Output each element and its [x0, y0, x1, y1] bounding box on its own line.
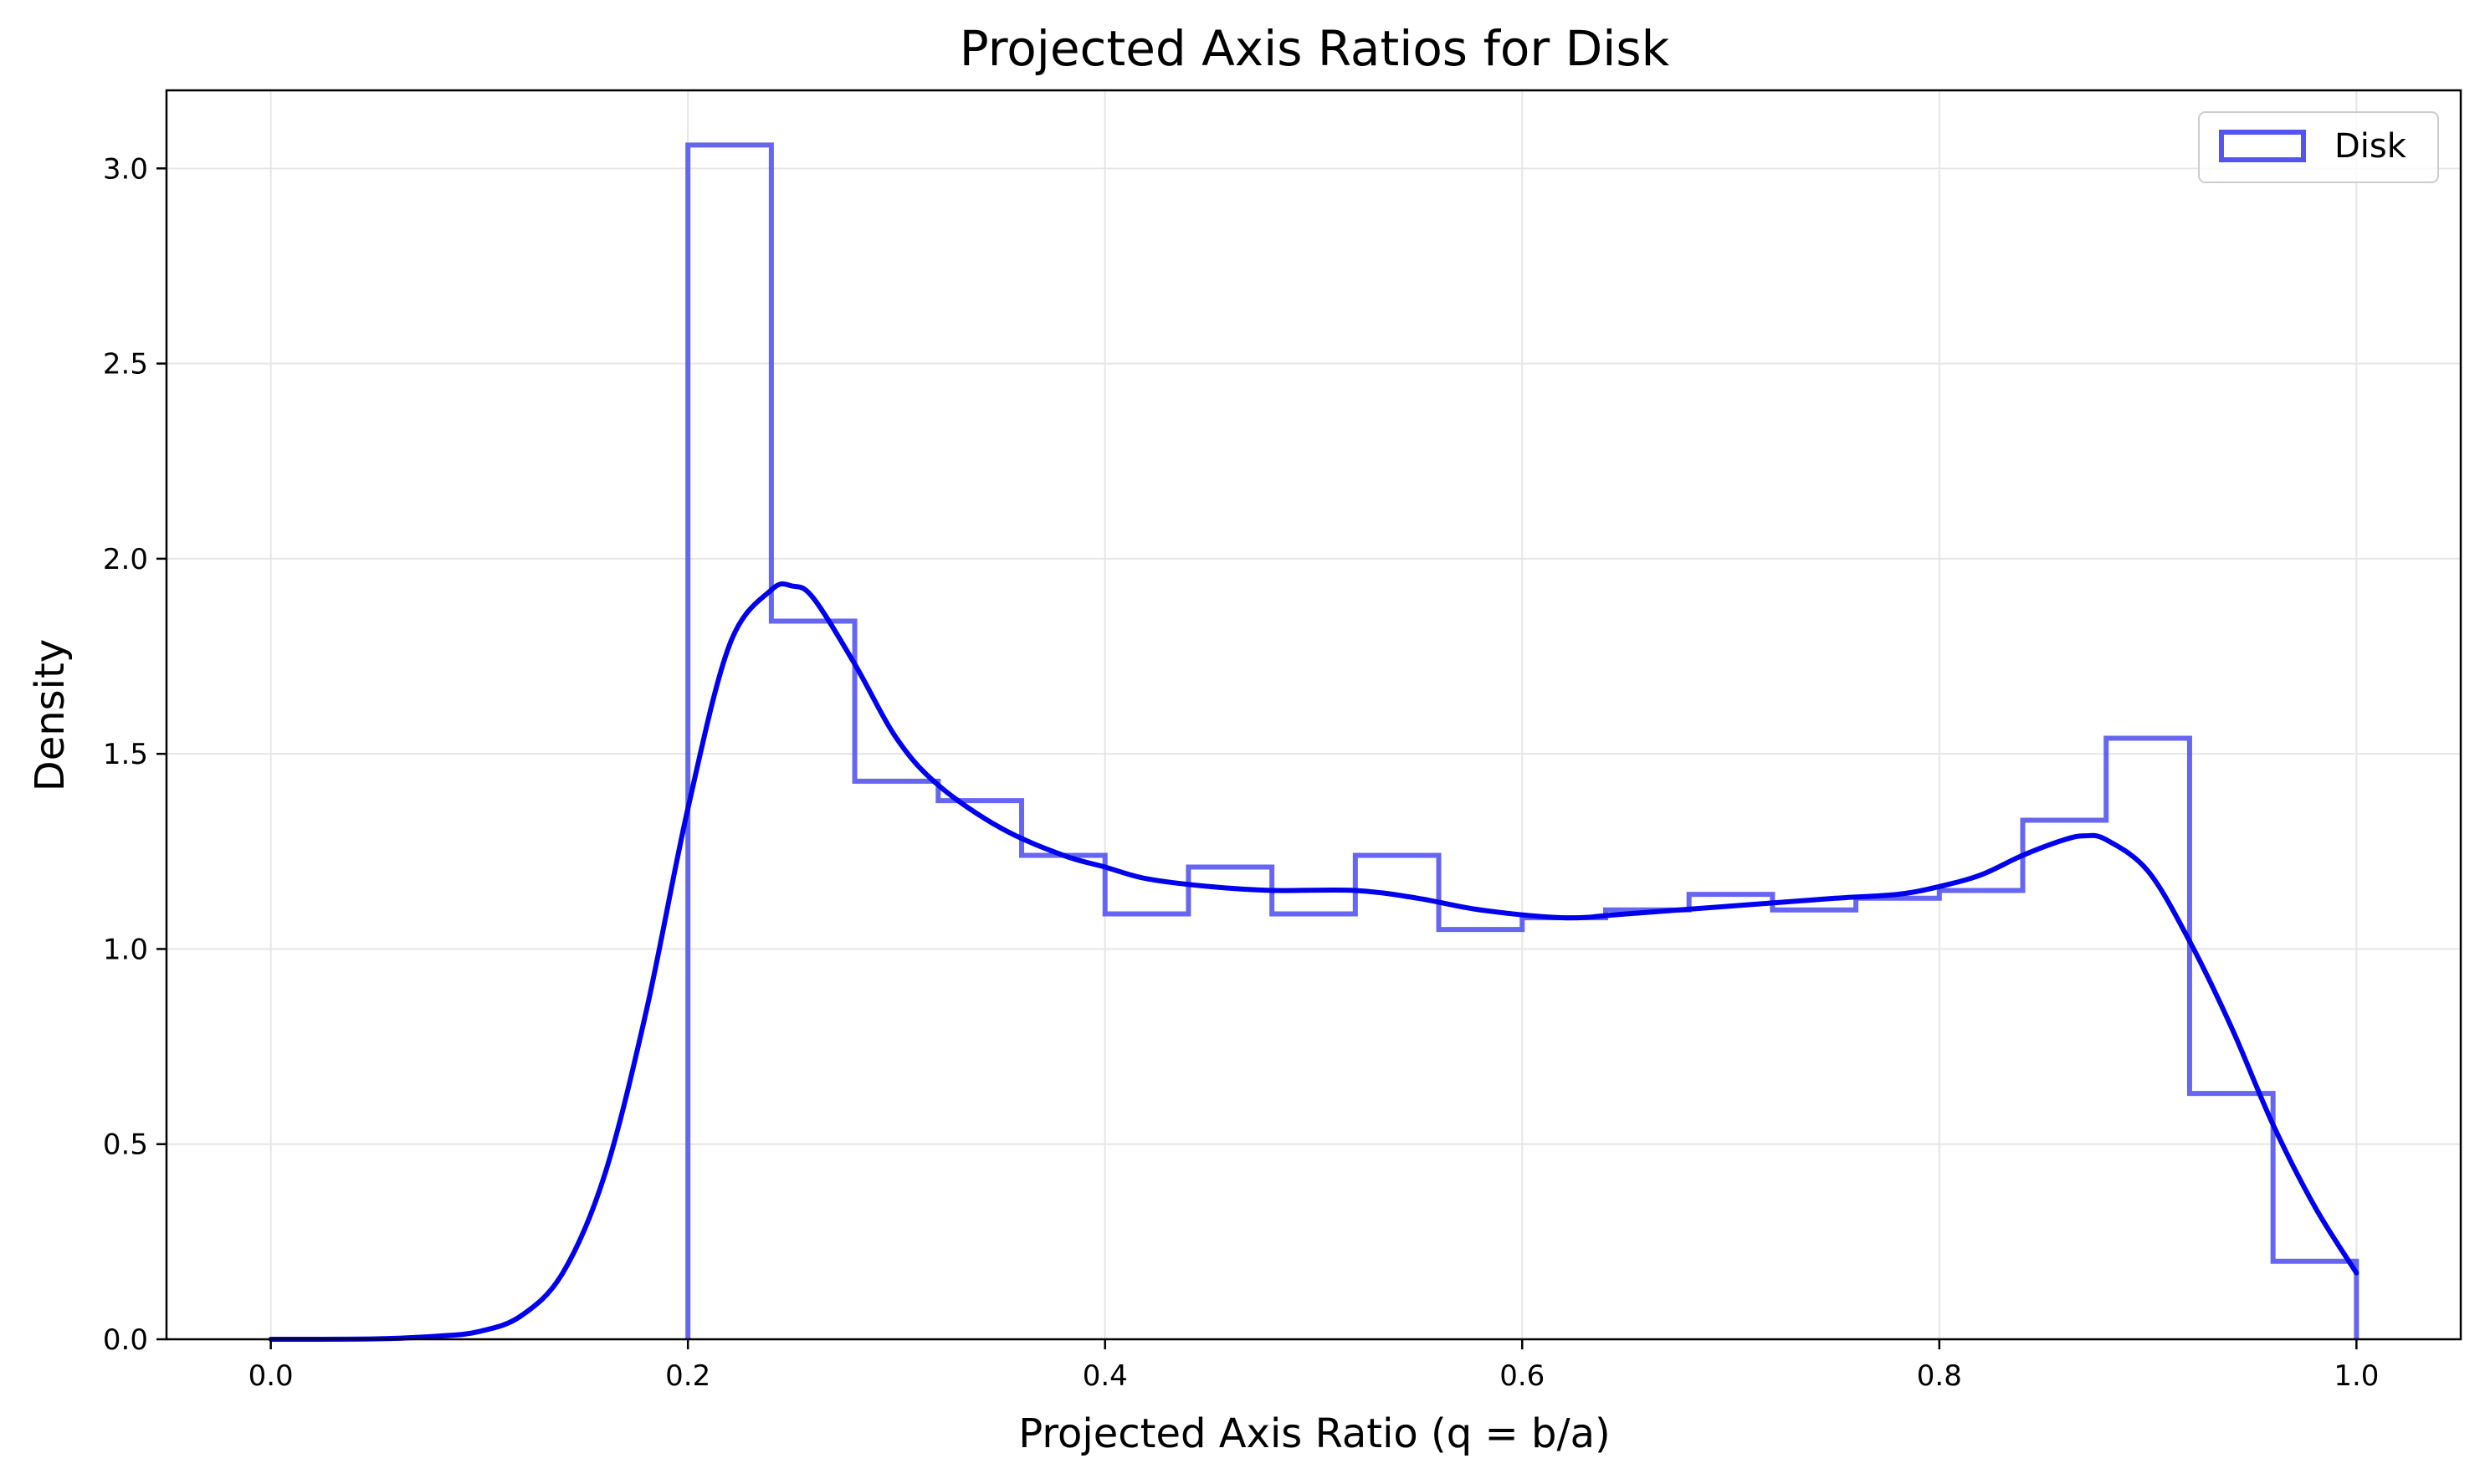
y-tick-label: 3.0	[103, 152, 148, 186]
histogram-bar	[1856, 898, 1939, 1339]
x-tick-label: 0.6	[1499, 1359, 1545, 1393]
y-tick-label: 2.0	[103, 543, 148, 576]
x-tick-label: 0.8	[1917, 1359, 1962, 1393]
histogram-bar	[1105, 913, 1189, 1339]
plot-frame	[165, 89, 2462, 1341]
y-tick-label: 1.0	[103, 933, 148, 966]
histogram-bar	[1355, 855, 1439, 1339]
histogram-bar	[2023, 820, 2107, 1339]
x-tick-label: 1.0	[2334, 1359, 2379, 1393]
histogram-bar	[1188, 867, 1272, 1339]
histogram-bar	[1522, 918, 1606, 1339]
histogram-outline	[685, 142, 2359, 1339]
y-tick-label: 1.5	[103, 738, 148, 771]
x-tick-label: 0.0	[248, 1359, 294, 1393]
legend: Disk	[2198, 111, 2439, 183]
histogram-bar	[2273, 1261, 2357, 1339]
y-tick-label: 0.5	[103, 1128, 148, 1162]
histogram-bar	[1022, 855, 1105, 1339]
chart-title: Projected Axis Ratios for Disk	[960, 20, 1670, 77]
histogram-bar	[2190, 1093, 2273, 1339]
histogram-bar	[1439, 929, 1523, 1339]
y-tick-label: 0.0	[103, 1323, 148, 1357]
kde-layer	[268, 581, 2359, 1342]
y-axis-label: Density	[27, 639, 74, 791]
kde-line	[268, 581, 2359, 1342]
y-tick-label: 2.5	[103, 348, 148, 381]
x-axis-label: Projected Axis Ratio (q = b/a)	[1018, 1410, 1611, 1457]
x-tick-label: 0.4	[1083, 1359, 1128, 1393]
histogram-bar	[1939, 890, 2023, 1339]
histogram-bar	[855, 781, 939, 1339]
legend-swatch	[2219, 130, 2306, 162]
y-ticks: 0.0 0.5 1.0 1.5 2.0 2.5 3.0	[103, 152, 167, 1357]
x-ticks: 0.0 0.2 0.4 0.6 0.8 1.0	[248, 1339, 2379, 1393]
histogram-bar	[1772, 910, 1856, 1339]
histogram-bar	[1689, 894, 1773, 1339]
histogram-bar	[771, 622, 855, 1339]
histogram-bar	[1272, 913, 1355, 1339]
x-tick-label: 0.2	[665, 1359, 710, 1393]
histogram-bar	[2106, 738, 2190, 1339]
grid-layer	[167, 90, 2461, 1340]
histogram-bar	[1606, 910, 1689, 1339]
legend-label: Disk	[2334, 127, 2407, 166]
histogram-layer	[685, 142, 2359, 1339]
histogram-bar	[938, 801, 1022, 1339]
